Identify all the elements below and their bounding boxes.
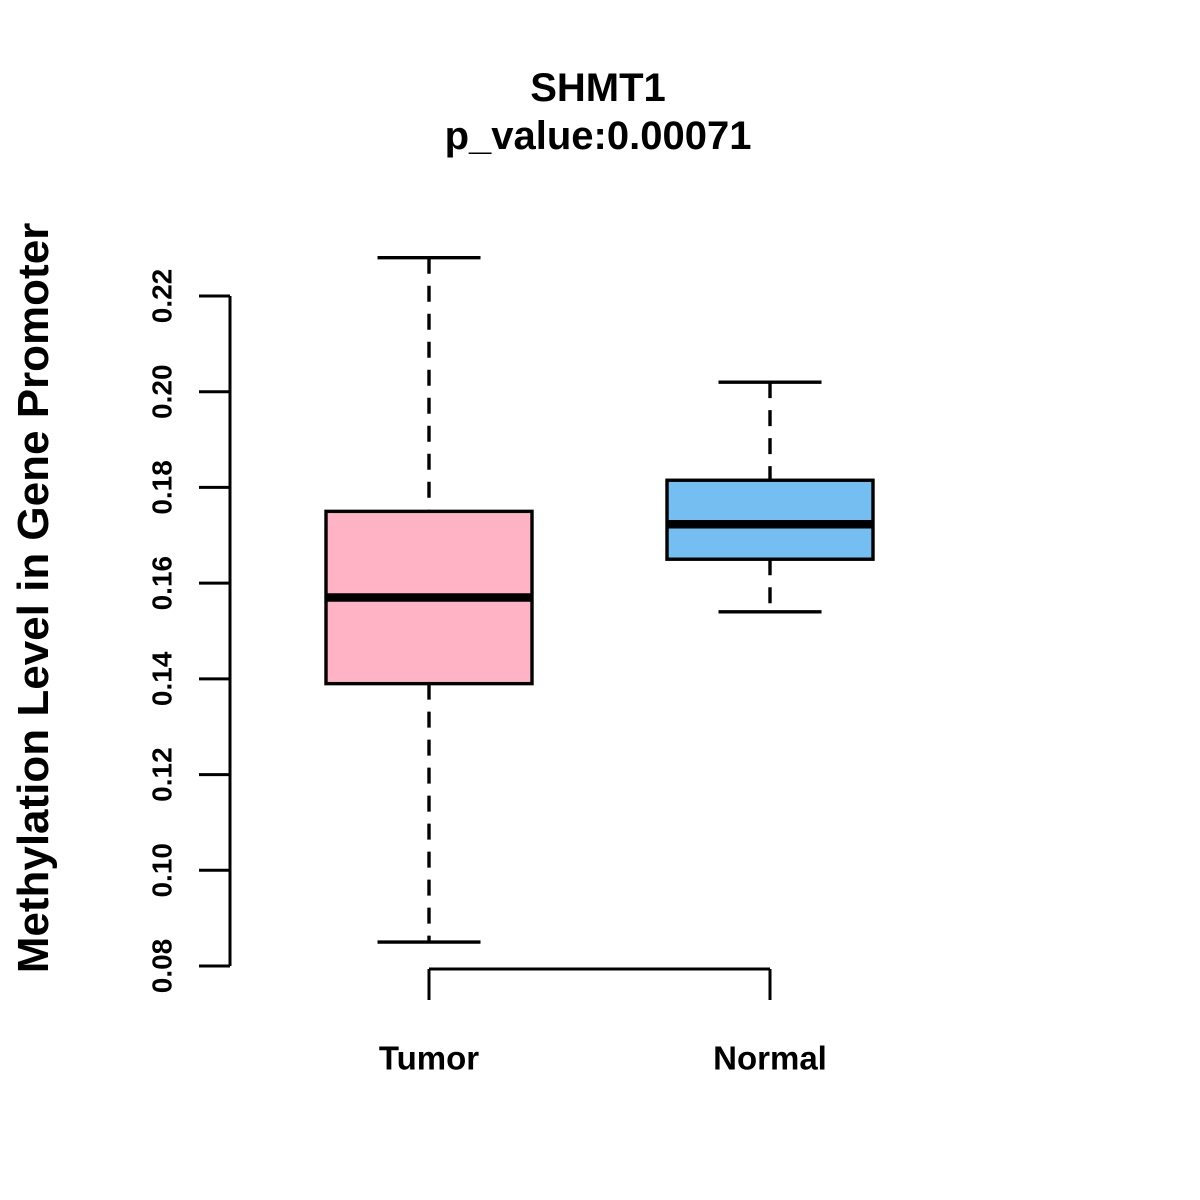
y-tick-label: 0.08 [147,939,178,994]
x-category-label-tumor: Tumor [379,1040,479,1077]
x-category-label-normal: Normal [713,1040,827,1077]
y-tick-label: 0.16 [147,556,178,611]
chart-title: SHMT1 [530,66,666,110]
chart-subtitle-pvalue: p_value:0.00071 [444,114,752,158]
y-tick-label: 0.12 [147,747,178,802]
y-tick-label: 0.22 [147,269,178,324]
normal-box [665,478,875,561]
y-tick-label: 0.20 [147,364,178,419]
y-tick-label: 0.14 [147,651,178,706]
y-tick-label: 0.10 [147,843,178,898]
y-tick-label: 0.18 [147,460,178,515]
